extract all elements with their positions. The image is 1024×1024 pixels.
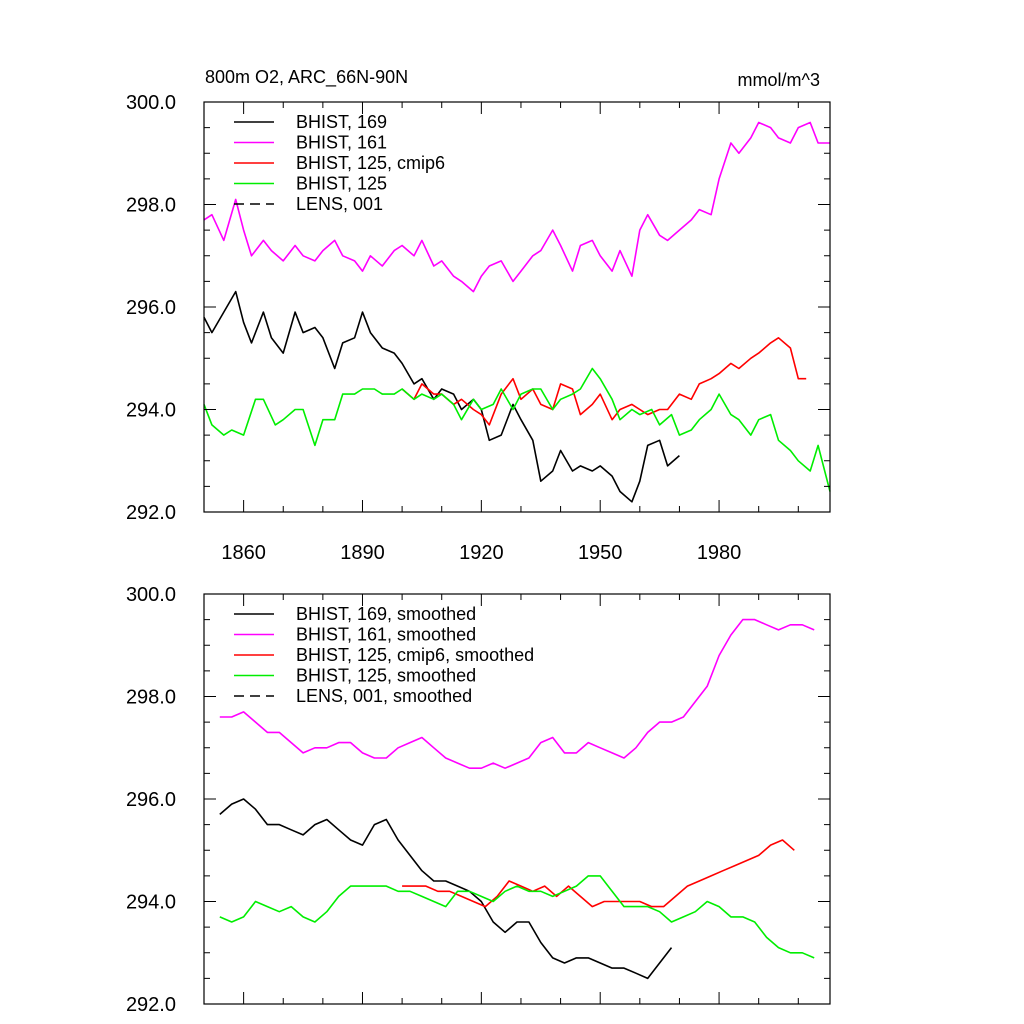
x-tick-label: 1890 — [340, 542, 385, 564]
x-tick-label: 1950 — [578, 542, 623, 564]
legend-label: BHIST, 125, smoothed — [296, 666, 476, 686]
y-tick-label: 300.0 — [126, 92, 176, 114]
y-tick-label: 292.0 — [126, 994, 176, 1016]
x-tick-label: 1980 — [697, 542, 742, 564]
legend-label: BHIST, 169 — [296, 112, 387, 132]
series-line-1 — [219, 798, 673, 980]
series-line-2 — [203, 121, 830, 293]
legend-label: BHIST, 161 — [296, 133, 387, 153]
y-tick-label: 294.0 — [126, 400, 176, 422]
units-label: mmol/m^3 — [738, 70, 820, 90]
x-tick-label: 1920 — [459, 542, 504, 564]
legend-label: LENS, 001, smoothed — [296, 686, 472, 706]
series-line-2 — [219, 618, 815, 770]
legend-label: LENS, 001 — [296, 194, 383, 214]
y-tick-label: 292.0 — [126, 502, 176, 524]
series-line-1 — [203, 290, 680, 503]
x-tick-label: 1860 — [221, 542, 266, 564]
y-tick-label: 296.0 — [126, 297, 176, 319]
series-line-3 — [401, 336, 807, 426]
legend-label: BHIST, 125, cmip6, smoothed — [296, 645, 534, 665]
legend-label: BHIST, 161, smoothed — [296, 625, 476, 645]
legend-label: BHIST, 169, smoothed — [296, 604, 476, 624]
y-tick-label: 300.0 — [126, 584, 176, 606]
legend-label: BHIST, 125 — [296, 174, 387, 194]
y-tick-label: 296.0 — [126, 789, 176, 811]
series-line-4 — [219, 875, 815, 959]
bottom-panel: 292.0 294.0 296.0 298.0 300.0 BHIST, 169, smo… — [126, 584, 831, 1016]
y-tick-label: 294.0 — [126, 892, 176, 914]
top-panel: 292.0 294.0 296.0 298.0 300.0 1860 1890 1920 195… — [126, 92, 831, 564]
y-tick-label: 298.0 — [126, 687, 176, 709]
series-line-4 — [203, 367, 831, 492]
y-tick-label: 298.0 — [126, 195, 176, 217]
legend-label: BHIST, 125, cmip6 — [296, 153, 445, 173]
series-line-3 — [402, 839, 795, 908]
figure-title: 800m O2, ARC_66N-90N — [205, 67, 408, 88]
